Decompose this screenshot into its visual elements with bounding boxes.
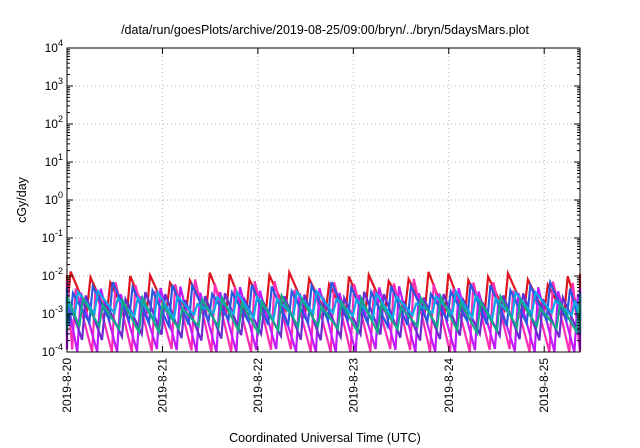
x-tick-label: 2019-8-20 bbox=[60, 358, 74, 413]
axis-ticks bbox=[66, 47, 580, 353]
x-tick-label: 2019-8-24 bbox=[442, 358, 456, 413]
series-line bbox=[65, 292, 582, 337]
y-axis-title: cGy/day bbox=[15, 176, 29, 223]
y-tick-label: 102 bbox=[45, 114, 63, 131]
x-tick-label: 2019-8-25 bbox=[537, 358, 551, 413]
x-axis-title: Coordinated Universal Time (UTC) bbox=[229, 431, 421, 445]
y-tick-label: 10-3 bbox=[42, 304, 63, 321]
y-tick-label: 100 bbox=[45, 190, 63, 207]
y-tick-label: 103 bbox=[45, 76, 63, 93]
chart-title: /data/run/goesPlots/archive/2019-08-25/0… bbox=[121, 23, 529, 37]
series-lines bbox=[65, 267, 582, 353]
series-line bbox=[65, 291, 582, 342]
y-tick-label: 101 bbox=[45, 152, 63, 169]
x-tick-label: 2019-8-23 bbox=[346, 358, 360, 413]
x-tick-label: 2019-8-21 bbox=[155, 358, 169, 413]
series-line bbox=[65, 278, 582, 331]
y-tick-label: 10-4 bbox=[42, 342, 63, 359]
y-tick-label: 10-2 bbox=[42, 266, 63, 283]
y-tick-label: 104 bbox=[45, 38, 63, 55]
y-tick-label: 10-1 bbox=[42, 228, 63, 245]
x-tick-label: 2019-8-22 bbox=[251, 358, 265, 413]
